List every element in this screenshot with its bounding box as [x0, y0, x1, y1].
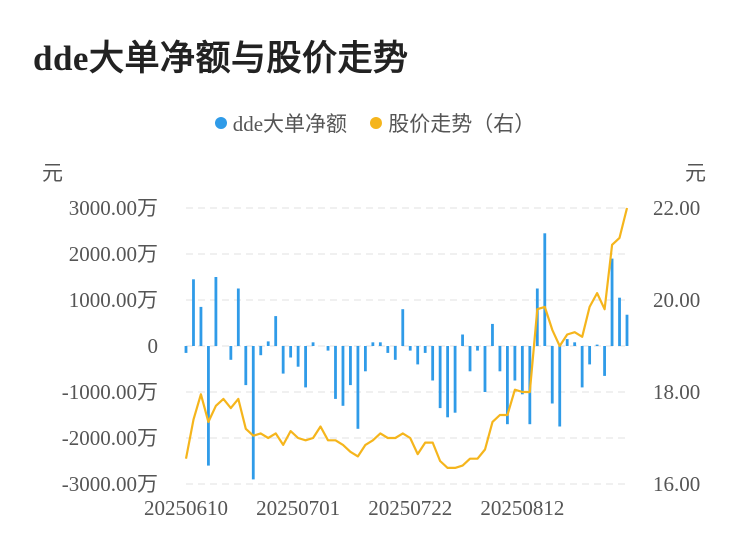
dde-bar[interactable] — [513, 346, 517, 381]
dde-bar[interactable] — [214, 277, 218, 346]
dde-bar[interactable] — [184, 346, 188, 353]
dde-bar[interactable] — [251, 346, 255, 480]
dde-bar[interactable] — [296, 346, 300, 367]
dde-bar[interactable] — [199, 306, 203, 346]
dde-bar[interactable] — [393, 346, 397, 360]
dde-bar[interactable] — [289, 346, 293, 358]
dde-bar[interactable] — [491, 323, 494, 346]
dde-bar[interactable] — [229, 346, 233, 360]
dde-bar[interactable] — [274, 316, 278, 346]
dde-bar[interactable] — [416, 346, 420, 365]
dde-bar[interactable] — [311, 342, 315, 346]
left-axis-unit: 元 — [42, 161, 63, 185]
dde-bar[interactable] — [603, 346, 606, 376]
dde-bar[interactable] — [334, 346, 337, 399]
dde-bar[interactable] — [446, 346, 450, 418]
dde-bar[interactable] — [326, 346, 330, 351]
dde-bar[interactable] — [468, 346, 472, 372]
legend-item-dde[interactable]: dde大单净额 — [214, 108, 348, 138]
dde-bar[interactable] — [236, 288, 240, 347]
dde-bar[interactable] — [438, 346, 442, 409]
dde-bar[interactable] — [266, 341, 270, 346]
dde-bar[interactable] — [588, 346, 592, 365]
dde-bar[interactable] — [304, 346, 307, 388]
dde-bar[interactable] — [244, 346, 248, 386]
dde-bar[interactable] — [281, 346, 285, 374]
y-left-tick-label: -2000.00万 — [62, 426, 158, 450]
legend-label-dde: dde大单净额 — [232, 112, 348, 136]
dde-bar[interactable] — [386, 346, 390, 353]
dde-bar[interactable] — [378, 342, 382, 346]
y-left-tick-label: 0 — [148, 334, 159, 358]
legend: dde大单净额 股价走势（右） — [0, 108, 750, 138]
y-right-tick-label: 18.00 — [653, 380, 700, 404]
dde-bar[interactable] — [595, 344, 599, 346]
legend-item-price[interactable]: 股价走势（右） — [370, 108, 535, 138]
dde-bar[interactable] — [498, 346, 502, 372]
dde-bar[interactable] — [550, 346, 554, 404]
dde-bar[interactable] — [565, 339, 569, 346]
dde-bar[interactable] — [431, 346, 435, 381]
price-line[interactable] — [184, 207, 629, 469]
legend-marker-dde — [214, 117, 227, 129]
x-tick-label: 20250722 — [368, 496, 452, 520]
dde-bar[interactable] — [207, 346, 210, 466]
dde-bar[interactable] — [543, 233, 547, 346]
dde-bar[interactable] — [520, 346, 524, 395]
dde-bar[interactable] — [349, 346, 352, 386]
dde-bar[interactable] — [408, 346, 412, 351]
y-right-tick-label: 16.00 — [653, 472, 700, 496]
y-left-tick-label: 1000.00万 — [69, 288, 158, 312]
dde-bar[interactable] — [610, 258, 614, 346]
dde-bar[interactable] — [461, 334, 464, 347]
y-left-tick-label: -3000.00万 — [62, 472, 158, 496]
dde-bar[interactable] — [401, 309, 405, 346]
dde-bar[interactable] — [356, 346, 360, 429]
y-right-tick-label: 22.00 — [653, 196, 700, 220]
dde-bar[interactable] — [506, 346, 509, 425]
x-tick-label: 20250812 — [480, 496, 564, 520]
y-left-tick-label: 3000.00万 — [69, 196, 158, 220]
dde-bar[interactable] — [363, 346, 367, 372]
y-left-tick-label: 2000.00万 — [69, 242, 158, 266]
right-axis-unit: 元 — [685, 161, 706, 185]
dde-bar[interactable] — [341, 346, 345, 406]
chart-title: dde大单净额与股价走势 — [33, 39, 409, 78]
dde-bar[interactable] — [192, 279, 195, 346]
legend-label-price: 股价走势（右） — [388, 112, 536, 136]
x-tick-label: 20250610 — [144, 496, 228, 520]
dde-bar[interactable] — [573, 342, 577, 346]
dde-bar[interactable] — [625, 314, 629, 346]
dde-bar[interactable] — [423, 346, 427, 353]
legend-marker-price — [370, 117, 383, 129]
dde-bar[interactable] — [618, 297, 621, 346]
dde-bar[interactable] — [453, 346, 457, 413]
dde-bar[interactable] — [580, 346, 584, 388]
dde-bar[interactable] — [476, 346, 479, 351]
dde-bar[interactable] — [483, 346, 487, 392]
dde-bar[interactable] — [371, 342, 375, 346]
x-tick-label: 20250701 — [256, 496, 340, 520]
dde-bar[interactable] — [259, 346, 263, 356]
y-left-tick-label: -1000.00万 — [62, 380, 158, 404]
y-right-tick-label: 20.00 — [653, 288, 700, 312]
dde-bar[interactable] — [558, 346, 562, 427]
